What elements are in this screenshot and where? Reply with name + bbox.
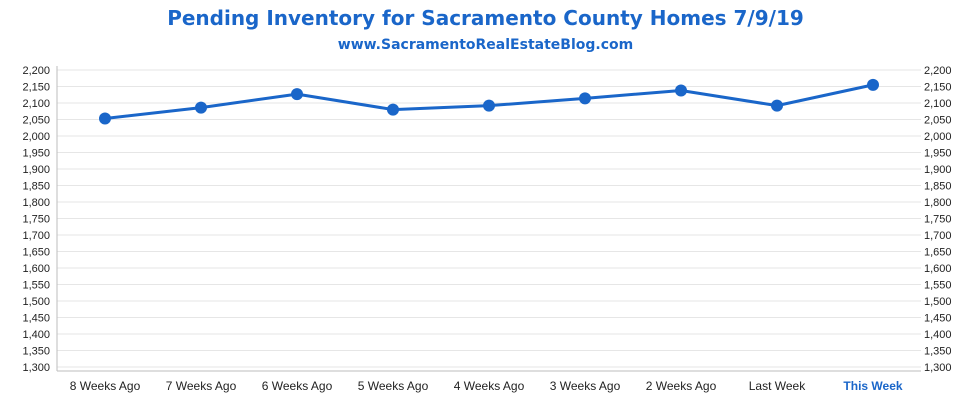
y-tick-label-right: 1,950 xyxy=(924,148,952,160)
x-tick-label: 4 Weeks Ago xyxy=(454,379,525,393)
y-tick-label-left: 1,400 xyxy=(22,329,50,341)
y-tick-label-left: 2,000 xyxy=(22,131,50,143)
y-tick-label-right: 2,000 xyxy=(924,131,952,143)
data-point xyxy=(675,84,687,97)
y-tick-label-left: 1,850 xyxy=(22,181,50,193)
x-tick-label: 8 Weeks Ago xyxy=(70,379,141,393)
y-tick-label-right: 2,150 xyxy=(924,82,952,94)
y-tick-label-right: 1,500 xyxy=(924,296,952,308)
series-pending-inventory xyxy=(99,78,879,125)
y-tick-label-right: 1,350 xyxy=(924,346,952,358)
y-tick-label-right: 1,400 xyxy=(924,329,952,341)
data-point xyxy=(387,103,399,116)
y-tick-label-left: 1,950 xyxy=(22,148,50,160)
y-tick-label-right: 1,900 xyxy=(924,164,952,176)
x-tick-label: Last Week xyxy=(749,379,806,393)
data-point xyxy=(99,112,111,125)
x-tick-label: 6 Weeks Ago xyxy=(262,379,333,393)
chart-title: Pending Inventory for Sacramento County … xyxy=(167,6,804,30)
y-tick-label-right: 1,800 xyxy=(924,197,952,209)
y-tick-label-right: 2,200 xyxy=(924,65,952,77)
x-tick-label: 5 Weeks Ago xyxy=(358,379,429,393)
y-tick-label-left: 1,800 xyxy=(22,197,50,209)
chart-subtitle: www.SacramentoRealEstateBlog.com xyxy=(337,37,634,53)
y-tick-label-left: 2,150 xyxy=(22,82,50,94)
data-point xyxy=(483,99,495,112)
x-tick-label: 3 Weeks Ago xyxy=(550,379,621,393)
y-tick-label-left: 1,900 xyxy=(22,164,50,176)
y-tick-label-left: 1,650 xyxy=(22,247,50,259)
y-tick-label-left: 2,050 xyxy=(22,115,50,127)
x-tick-label: 7 Weeks Ago xyxy=(166,379,237,393)
y-tick-label-left: 1,300 xyxy=(22,362,50,374)
y-tick-label-left: 2,100 xyxy=(22,98,50,110)
y-tick-label-left: 1,550 xyxy=(22,280,50,292)
y-tick-label-right: 1,700 xyxy=(924,230,952,242)
y-tick-label-left: 1,350 xyxy=(22,346,50,358)
y-tick-label-left: 1,450 xyxy=(22,313,50,325)
y-tick-label-right: 1,300 xyxy=(924,362,952,374)
data-point xyxy=(867,78,879,91)
y-tick-label-left: 1,600 xyxy=(22,263,50,275)
y-tick-label-right: 1,550 xyxy=(924,280,952,292)
gridlines xyxy=(56,66,921,372)
y-axis-left: 1,300 1,350 1,400 1,450 1,500 1,550 1,600 1,650… xyxy=(22,65,50,374)
data-point xyxy=(195,101,207,114)
y-axis-right: 1,300 1,350 1,400 1,450 1,500 1,550 1,600 1,650… xyxy=(924,65,952,374)
y-tick-label-left: 1,500 xyxy=(22,296,50,308)
y-tick-label-left: 2,200 xyxy=(22,65,50,77)
data-point xyxy=(579,92,591,105)
x-tick-label: This Week xyxy=(843,379,902,393)
y-tick-label-right: 1,600 xyxy=(924,263,952,275)
y-tick-label-left: 1,750 xyxy=(22,214,50,226)
y-tick-label-right: 2,100 xyxy=(924,98,952,110)
data-point xyxy=(291,88,303,101)
x-axis: 8 Weeks Ago 7 Weeks Ago 6 Weeks Ago 5 Weeks… xyxy=(70,379,903,393)
y-tick-label-right: 1,750 xyxy=(924,214,952,226)
y-tick-label-right: 2,050 xyxy=(924,115,952,127)
y-tick-label-right: 1,450 xyxy=(924,313,952,325)
x-tick-label: 2 Weeks Ago xyxy=(646,379,717,393)
y-tick-label-left: 1,700 xyxy=(22,230,50,242)
data-point xyxy=(771,99,783,112)
y-tick-label-right: 1,850 xyxy=(924,181,952,193)
y-tick-label-right: 1,650 xyxy=(924,247,952,259)
